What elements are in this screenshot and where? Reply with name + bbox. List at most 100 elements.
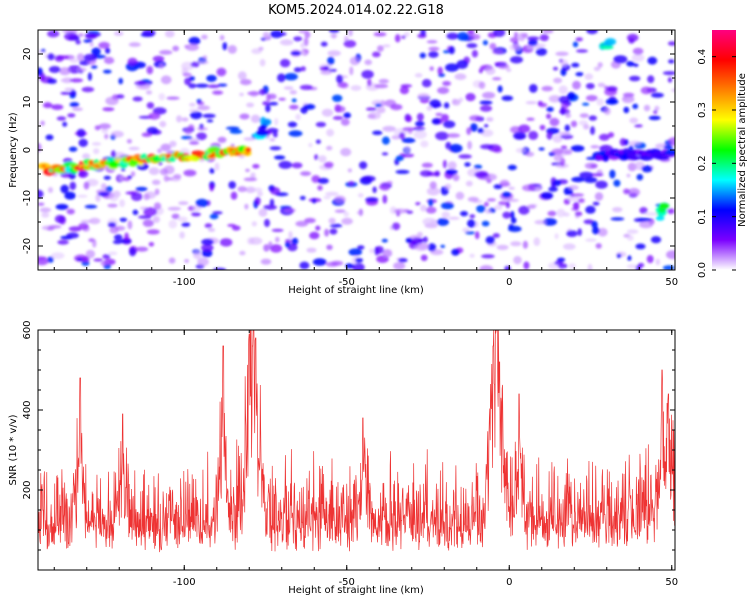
heatmap-y-axis: -20 -10 0 10 20 bbox=[22, 29, 675, 271]
heatmap-cell bbox=[202, 55, 208, 60]
heatmap-cell bbox=[478, 68, 483, 74]
heatmap-cell bbox=[465, 231, 476, 235]
heatmap-cell bbox=[103, 175, 112, 180]
heatmap-cell bbox=[257, 191, 263, 197]
heatmap-cell bbox=[448, 46, 455, 55]
heatmap-cell bbox=[666, 208, 675, 215]
heatmap-cell bbox=[547, 210, 557, 217]
heatmap-cell bbox=[55, 203, 69, 210]
heatmap-cell bbox=[38, 202, 45, 206]
heatmap-cell bbox=[443, 50, 450, 54]
heatmap-cell bbox=[91, 65, 98, 69]
heatmap-cell bbox=[190, 61, 200, 68]
heatmap-cell bbox=[579, 171, 594, 179]
heatmap-cell bbox=[467, 196, 479, 202]
heatmap-cell bbox=[207, 227, 216, 232]
heatmap-cell bbox=[616, 253, 622, 258]
heatmap-cell bbox=[56, 116, 67, 121]
heatmap-cell bbox=[148, 242, 155, 247]
heatmap-cell bbox=[159, 50, 173, 55]
heatmap-cell bbox=[171, 213, 180, 220]
heatmap-cell bbox=[509, 44, 522, 51]
heatmap-cell bbox=[329, 33, 338, 38]
heatmap-cell bbox=[584, 73, 594, 80]
heatmap-cell bbox=[510, 217, 517, 224]
heatmap-cell bbox=[196, 127, 208, 131]
heatmap-cell bbox=[451, 248, 460, 256]
heatmap-cell bbox=[349, 56, 360, 66]
heatmap-cell bbox=[493, 30, 506, 37]
heatmap-cell bbox=[107, 203, 118, 208]
heatmap-cell bbox=[179, 231, 185, 239]
heatmap-cell bbox=[38, 189, 44, 199]
heatmap-cell bbox=[437, 66, 443, 75]
heatmap-cell bbox=[82, 153, 91, 160]
heatmap-cell bbox=[447, 161, 457, 170]
heatmap-cell bbox=[81, 86, 95, 93]
heatmap-cell bbox=[662, 71, 675, 76]
heatmap-cell bbox=[291, 237, 299, 245]
heatmap-cell bbox=[228, 181, 236, 189]
heatmap-cell bbox=[587, 263, 593, 270]
heatmap-cell bbox=[426, 105, 433, 111]
heatmap-cell bbox=[38, 67, 43, 76]
heatmap-cell bbox=[105, 96, 119, 106]
heatmap-cell bbox=[69, 102, 80, 108]
colorbar-ticks: 0.0 0.1 0.2 0.3 0.4 bbox=[697, 49, 736, 278]
heatmap-feature-cell bbox=[655, 215, 665, 221]
heatmap-cell bbox=[318, 155, 327, 163]
heatmap-cell bbox=[444, 183, 452, 190]
heatmap-cell bbox=[469, 33, 481, 41]
heatmap-cell bbox=[80, 219, 93, 224]
heatmap-cell bbox=[560, 145, 568, 150]
snr-x-label: Height of straight line (km) bbox=[288, 585, 424, 596]
heatmap-cell bbox=[469, 253, 475, 258]
heatmap-cell bbox=[563, 243, 576, 250]
heatmap-cell bbox=[448, 216, 460, 220]
heatmap-cell bbox=[195, 198, 209, 208]
heatmap-cell bbox=[148, 167, 160, 176]
heatmap-cell bbox=[497, 63, 510, 69]
heatmap-cell bbox=[327, 56, 335, 65]
heatmap-cell bbox=[417, 231, 423, 238]
heatmap-cell bbox=[375, 246, 384, 254]
heatmap-cell bbox=[287, 243, 298, 252]
heatmap-cell bbox=[343, 112, 352, 119]
heatmap-cell bbox=[420, 204, 427, 212]
heatmap-cell bbox=[244, 203, 249, 210]
heatmap-cell bbox=[108, 251, 118, 256]
heatmap-cell bbox=[196, 60, 209, 65]
heatmap-cell bbox=[598, 133, 610, 141]
heatmap-cell bbox=[68, 226, 82, 232]
heatmap-cell bbox=[76, 128, 86, 138]
heatmap-cell bbox=[312, 258, 327, 266]
heatmap-cell bbox=[323, 195, 331, 200]
heatmap-cell bbox=[159, 63, 164, 69]
heatmap-cell bbox=[622, 98, 633, 104]
heatmap-cell bbox=[588, 115, 597, 121]
colorbar-bar bbox=[712, 30, 736, 270]
heatmap-cell bbox=[626, 173, 631, 178]
heatmap-cell bbox=[219, 34, 225, 41]
heatmap-cell bbox=[628, 140, 642, 146]
heatmap-cell bbox=[111, 130, 124, 138]
heatmap-cell bbox=[641, 165, 653, 173]
heatmap-cell bbox=[492, 77, 502, 81]
heatmap-cell bbox=[395, 155, 404, 161]
heatmap-cell bbox=[382, 125, 396, 132]
heatmap-cell bbox=[635, 243, 646, 250]
heatmap-cell bbox=[510, 56, 523, 64]
heatmap-cell bbox=[594, 192, 604, 201]
heatmap-cell bbox=[250, 114, 261, 124]
heatmap-cell bbox=[393, 262, 406, 270]
heatmap-cell bbox=[419, 97, 430, 104]
heatmap-cell bbox=[204, 223, 213, 229]
heatmap-cell bbox=[197, 105, 211, 111]
heatmap-cell bbox=[116, 94, 125, 99]
heatmap-cell bbox=[548, 186, 558, 192]
heatmap-cell bbox=[415, 202, 421, 206]
snr-series-line bbox=[38, 330, 675, 553]
heatmap-cell bbox=[237, 186, 247, 193]
heatmap-cell bbox=[479, 105, 493, 112]
heatmap-cell bbox=[243, 177, 258, 182]
